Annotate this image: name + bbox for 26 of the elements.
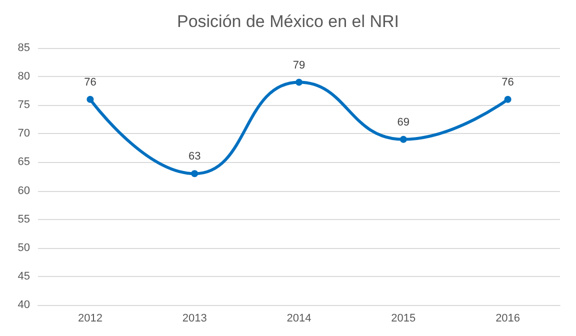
data-label: 79 — [292, 59, 306, 72]
y-tick-label: 80 — [18, 70, 30, 83]
x-tick-label: 2013 — [182, 312, 207, 324]
point — [86, 96, 94, 103]
y-tick-label: 70 — [18, 128, 30, 140]
x-tick-label: 2014 — [286, 312, 312, 324]
data-label: 76 — [84, 76, 96, 88]
y-tick-label: 75 — [18, 99, 30, 112]
y-tick-label: 45 — [18, 270, 30, 282]
y-tick-label: 60 — [18, 184, 30, 197]
data-label: 76 — [502, 76, 514, 88]
data-label: 69 — [397, 116, 410, 128]
data-label: 63 — [188, 150, 201, 163]
y-tick-label: 65 — [18, 156, 30, 168]
y-tick-label: 55 — [18, 213, 30, 226]
y-tick-label: 40 — [18, 299, 30, 311]
y-tick-label: 85 — [18, 42, 30, 54]
point — [504, 96, 512, 103]
chart-title: Posición de México en el NRI — [176, 12, 400, 31]
y-tick-label: 50 — [18, 242, 30, 254]
x-tick-label: 2016 — [496, 312, 520, 324]
x-tick-label: 2015 — [391, 312, 416, 324]
point — [400, 136, 407, 143]
x-tick-label: 2012 — [78, 312, 102, 324]
point — [191, 170, 198, 178]
point — [296, 78, 302, 86]
